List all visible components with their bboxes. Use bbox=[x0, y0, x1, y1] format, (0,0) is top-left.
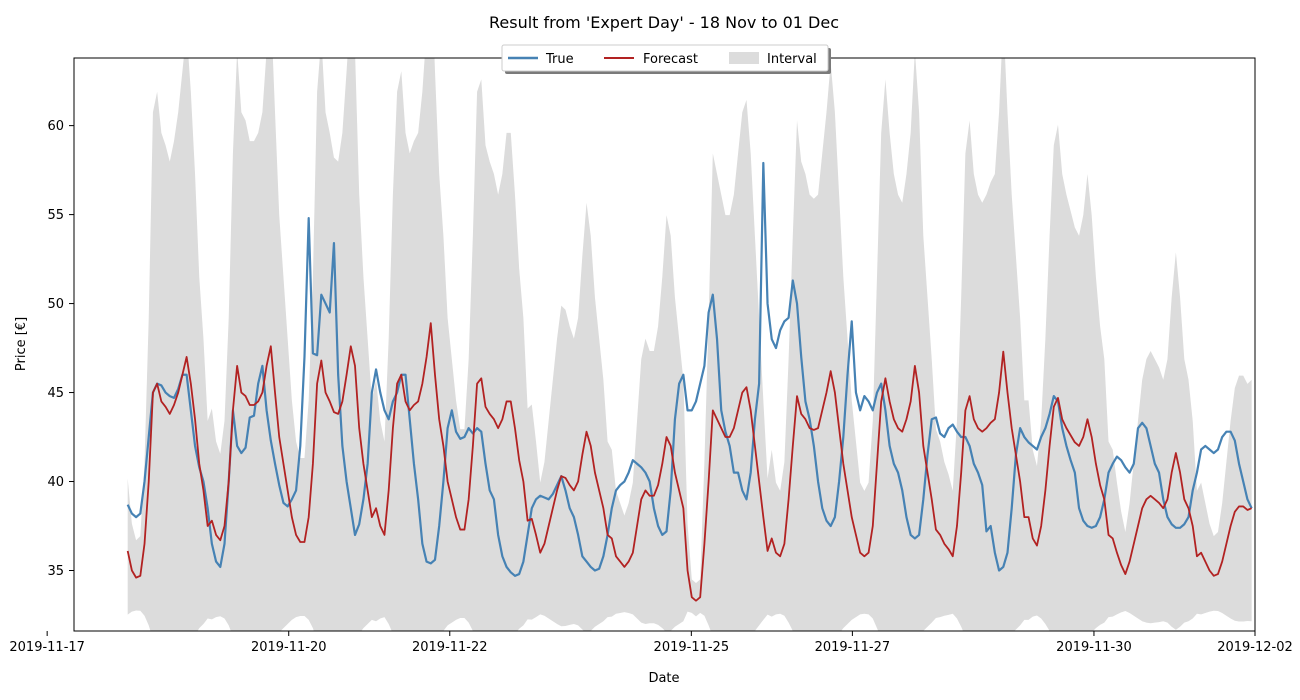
x-tick-label: 2019-11-22 bbox=[412, 640, 488, 655]
y-tick-label: 35 bbox=[47, 564, 64, 579]
y-tick-label: 60 bbox=[47, 119, 64, 134]
x-tick-label: 2019-11-27 bbox=[815, 640, 891, 655]
chart-title: Result from 'Expert Day' - 18 Nov to 01 … bbox=[489, 13, 839, 32]
x-tick-label: 2019-12-02 bbox=[1217, 640, 1293, 655]
x-axis-label: Date bbox=[648, 671, 679, 686]
y-tick-label: 45 bbox=[47, 386, 64, 401]
y-axis-label: Price [€] bbox=[14, 317, 29, 371]
legend-interval-swatch bbox=[729, 52, 759, 64]
plot-area bbox=[73, 57, 1256, 632]
x-tick-label: 2019-11-17 bbox=[9, 640, 85, 655]
x-axis: 2019-11-17 2019-11-20 2019-11-22 2019-11-25… bbox=[9, 631, 1293, 655]
y-tick-label: 55 bbox=[47, 208, 64, 223]
x-tick-label: 2019-11-25 bbox=[654, 640, 730, 655]
true-line bbox=[126, 161, 1253, 577]
forecast-line bbox=[126, 322, 1252, 602]
legend-interval-label: Interval bbox=[767, 52, 817, 67]
y-tick-label: 50 bbox=[47, 297, 64, 312]
legend-box bbox=[501, 44, 829, 72]
legend: True Forecast Interval bbox=[501, 44, 831, 74]
y-tick-label: 40 bbox=[47, 475, 64, 490]
legend-forecast-label: Forecast bbox=[643, 52, 698, 67]
y-axis: 35 40 45 50 55 60 bbox=[47, 119, 74, 579]
legend-true-label: True bbox=[545, 52, 574, 67]
x-tick-label: 2019-11-20 bbox=[251, 640, 327, 655]
x-tick-label: 2019-11-30 bbox=[1056, 640, 1132, 655]
interval-band bbox=[127, 58, 1252, 631]
